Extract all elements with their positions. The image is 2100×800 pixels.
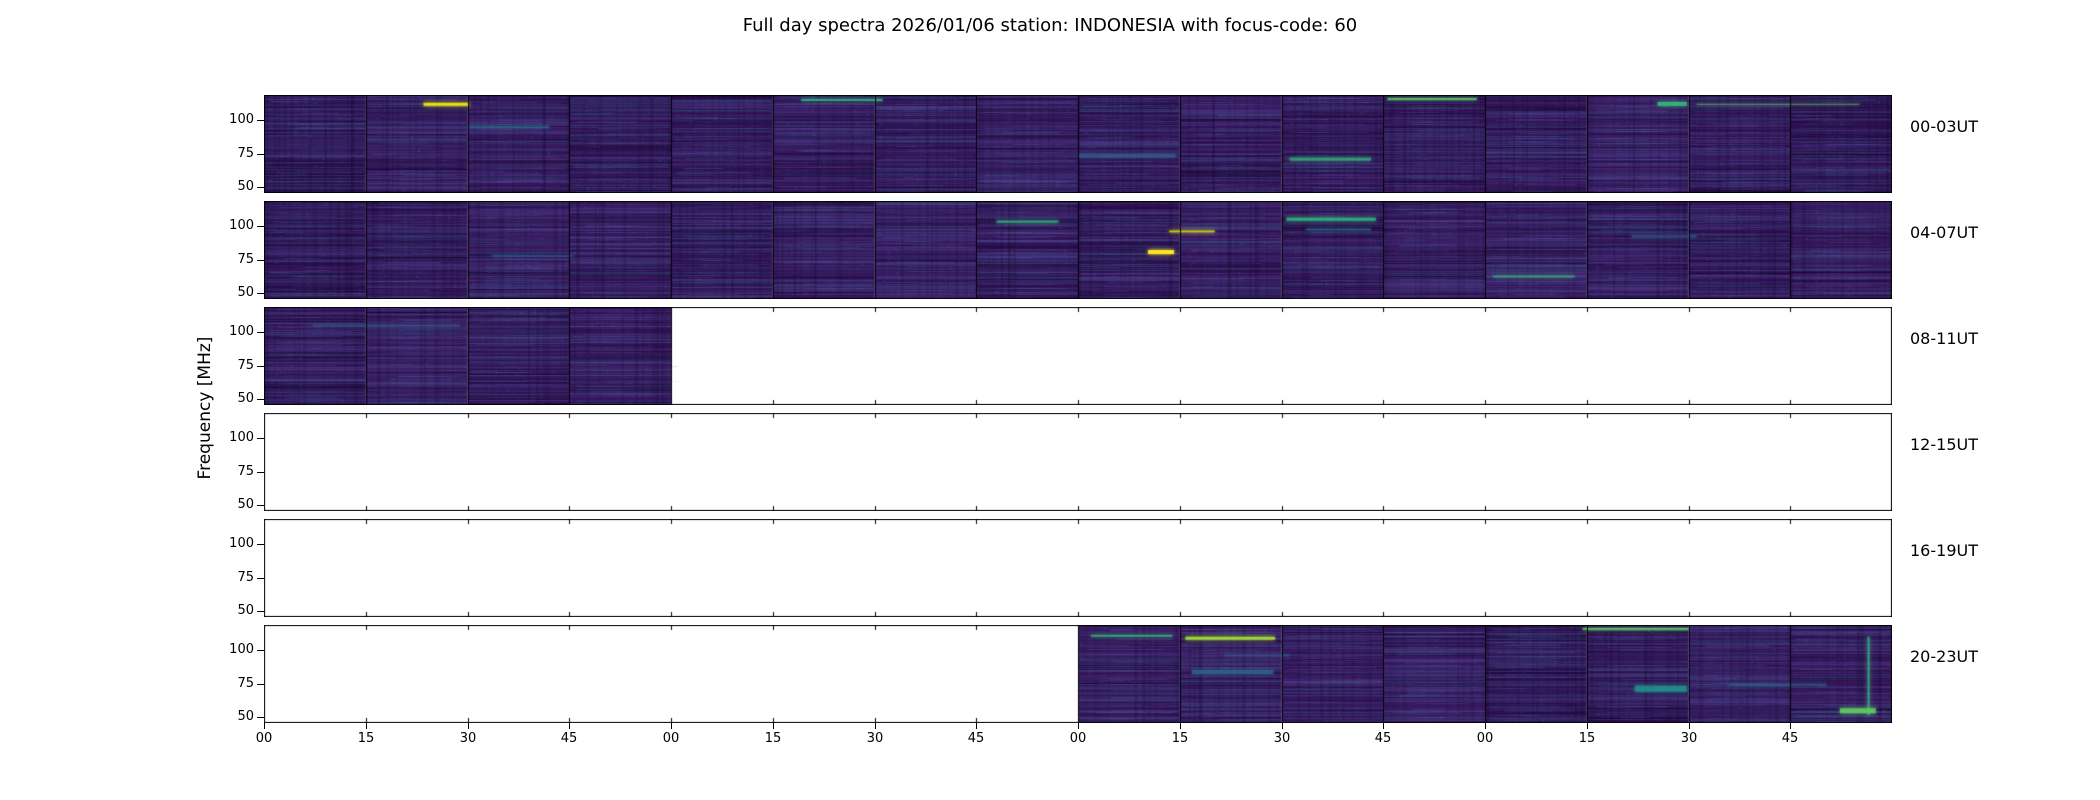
row-label-04-07ut: 04-07UT: [1910, 223, 1978, 242]
x-tick: [1078, 723, 1079, 729]
y-tick-label: 75: [237, 146, 254, 161]
y-tick-label: 100: [229, 536, 254, 551]
x-tick: [976, 723, 977, 729]
x-tick: [1790, 723, 1791, 729]
y-tick: [257, 578, 264, 579]
x-tick-label: 30: [866, 731, 884, 746]
x-tick-label: 00: [1476, 731, 1494, 746]
x-tick: [1180, 723, 1181, 729]
y-tick-label: 75: [237, 570, 254, 585]
spectrogram-row-canvas: [264, 95, 1892, 193]
x-tick-label: 15: [1578, 731, 1596, 746]
row-label-08-11ut: 08-11UT: [1910, 329, 1978, 348]
y-tick: [257, 472, 264, 473]
y-tick-label: 75: [237, 676, 254, 691]
x-tick-label: 30: [1680, 731, 1698, 746]
y-tick-label: 50: [237, 179, 254, 194]
y-tick: [257, 293, 264, 294]
x-tick-label: 00: [1069, 731, 1087, 746]
row-label-16-19ut: 16-19UT: [1910, 541, 1978, 560]
x-tick-label: 15: [1171, 731, 1189, 746]
spectrogram-row-canvas: [264, 519, 1892, 617]
x-tick-label: 15: [764, 731, 782, 746]
y-tick-label: 50: [237, 603, 254, 618]
y-tick-label: 75: [237, 464, 254, 479]
row-label-00-03ut: 00-03UT: [1910, 117, 1978, 136]
x-tick-label: 45: [560, 731, 578, 746]
y-tick: [257, 650, 264, 651]
y-tick-label: 100: [229, 112, 254, 127]
chart-title: Full day spectra 2026/01/06 station: IND…: [742, 15, 1358, 36]
y-tick: [257, 438, 264, 439]
x-tick: [1282, 723, 1283, 729]
y-tick: [257, 120, 264, 121]
x-tick-label: 45: [1781, 731, 1799, 746]
y-tick: [257, 332, 264, 333]
x-tick-label: 30: [1273, 731, 1291, 746]
y-tick-label: 100: [229, 218, 254, 233]
y-tick-label: 100: [229, 324, 254, 339]
row-label-20-23ut: 20-23UT: [1910, 647, 1978, 666]
x-tick: [875, 723, 876, 729]
y-tick: [257, 505, 264, 506]
x-tick: [773, 723, 774, 729]
y-tick: [257, 226, 264, 227]
row-label-12-15ut: 12-15UT: [1910, 435, 1978, 454]
x-tick: [1587, 723, 1588, 729]
spectrogram-row-canvas: [264, 413, 1892, 511]
y-tick: [257, 544, 264, 545]
x-tick: [1383, 723, 1384, 729]
y-tick: [257, 260, 264, 261]
x-tick-label: 30: [459, 731, 477, 746]
y-tick-label: 100: [229, 430, 254, 445]
x-tick: [264, 723, 265, 729]
x-tick-label: 15: [357, 731, 375, 746]
y-tick-label: 50: [237, 497, 254, 512]
y-tick: [257, 187, 264, 188]
x-tick-label: 45: [1374, 731, 1392, 746]
x-tick: [468, 723, 469, 729]
x-tick-label: 00: [255, 731, 273, 746]
y-tick-label: 50: [237, 285, 254, 300]
y-tick-label: 50: [237, 391, 254, 406]
y-tick-label: 75: [237, 358, 254, 373]
x-tick: [1485, 723, 1486, 729]
y-tick-label: 75: [237, 252, 254, 267]
y-tick: [257, 684, 264, 685]
y-tick: [257, 611, 264, 612]
y-tick: [257, 717, 264, 718]
x-tick: [569, 723, 570, 729]
y-tick: [257, 154, 264, 155]
y-tick: [257, 366, 264, 367]
y-tick: [257, 399, 264, 400]
y-tick-label: 100: [229, 642, 254, 657]
spectrogram-row-canvas: [264, 201, 1892, 299]
x-tick: [366, 723, 367, 729]
x-tick-label: 00: [662, 731, 680, 746]
spectrogram-row-canvas: [264, 625, 1892, 723]
spectrogram-row-canvas: [264, 307, 1892, 405]
x-tick: [671, 723, 672, 729]
y-tick-label: 50: [237, 709, 254, 724]
x-tick: [1689, 723, 1690, 729]
x-tick-label: 45: [967, 731, 985, 746]
